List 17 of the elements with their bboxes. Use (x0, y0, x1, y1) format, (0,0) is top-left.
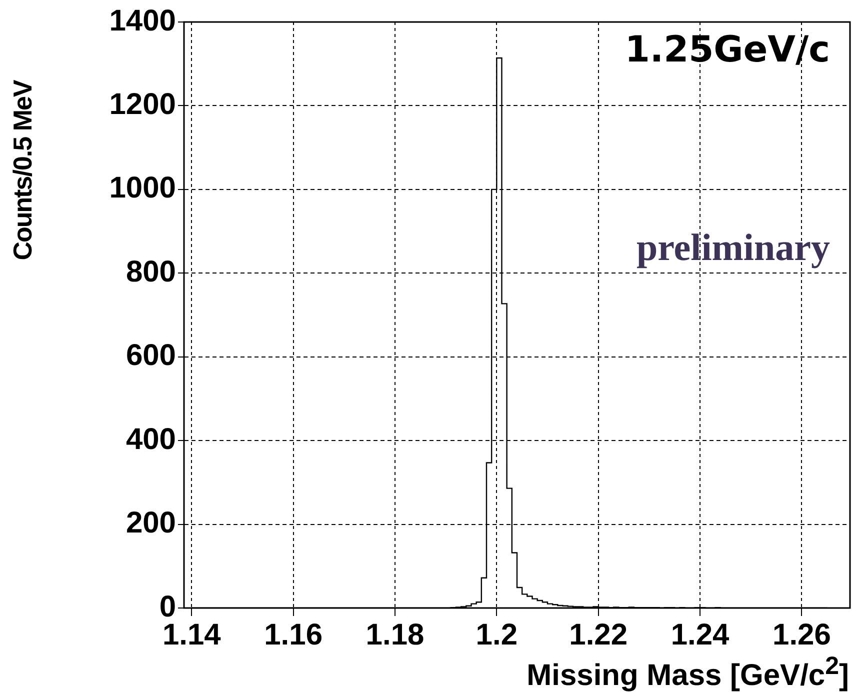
y-axis-title: Counts/0.5 MeV (8, 80, 38, 260)
x-tick-label: 1.26 (772, 618, 831, 652)
x-tick-label: 1.16 (264, 618, 322, 652)
y-tick-label: 200 (126, 506, 176, 540)
x-tick-label: 1.22 (569, 618, 628, 652)
y-tick-label: 400 (126, 422, 176, 456)
y-tick-label: 1400 (109, 4, 176, 38)
y-tick-label: 800 (126, 255, 176, 288)
x-tick-label: 1.18 (366, 618, 424, 652)
x-tick-label: 1.24 (670, 618, 730, 652)
y-tick-label: 600 (126, 339, 176, 372)
y-tick-label: 1200 (109, 88, 176, 121)
y-tick-label: 1000 (109, 172, 176, 205)
annotation: 1.25GeV/c (624, 29, 830, 70)
annotation: preliminary (636, 226, 830, 269)
x-axis-title: Missing Mass [GeV/c$^{2}$] (526, 652, 849, 693)
x-tick-label: 1.2 (476, 618, 518, 652)
